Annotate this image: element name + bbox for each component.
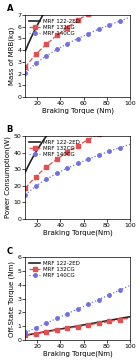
MRF 140CG [81,160,83,164]
MRF 140CG [110,292,112,296]
Text: C: C [7,247,13,256]
MRF 140CG [25,71,26,75]
Line: MRF 132CG: MRF 132CG [24,117,132,190]
MRF 132CG [25,186,26,191]
Y-axis label: Power Consumption(W): Power Consumption(W) [4,136,11,218]
MRF 140CG [74,162,76,167]
MRF 122-2ED [74,324,76,329]
MRF 132CG [129,316,131,320]
MRF 140CG [25,330,26,335]
MRF 140CG [75,38,77,42]
MRF 132CG [74,145,76,149]
Text: B: B [7,125,13,134]
MRF 122-2ED [25,170,26,174]
MRF 132CG [110,126,112,130]
MRF 140CG [74,38,76,42]
MRF 132CG [87,323,88,327]
MRF 140CG [75,162,77,166]
MRF 132CG [127,118,128,122]
MRF 132CG [110,0,112,3]
MRF 140CG [75,308,77,312]
MRF 132CG [87,138,88,142]
Legend: MRF 122-2ED, MRF 132CG, MRF 140CG: MRF 122-2ED, MRF 132CG, MRF 140CG [28,260,81,279]
MRF 132CG [87,12,88,16]
MRF 140CG [129,15,131,19]
Text: A: A [7,4,13,13]
Line: MRF 132CG: MRF 132CG [24,0,132,69]
Line: MRF 122-2ED: MRF 122-2ED [25,0,130,51]
MRF 132CG [81,16,83,20]
MRF 132CG [81,141,83,145]
Line: MRF 122-2ED: MRF 122-2ED [25,52,130,172]
MRF 140CG [129,283,131,288]
Line: MRF 140CG: MRF 140CG [24,143,132,197]
MRF 132CG [110,319,112,323]
Legend: MRF 122-2ED, MRF 132CG, MRF 140CG: MRF 122-2ED, MRF 132CG, MRF 140CG [28,18,81,37]
MRF 122-2ED [81,92,83,97]
Y-axis label: Mass of MRB(kg): Mass of MRB(kg) [8,27,15,85]
MRF 140CG [87,32,88,36]
MRF 122-2ED [75,99,77,103]
MRF 140CG [81,305,83,309]
MRF 132CG [74,20,76,24]
MRF 122-2ED [87,322,88,326]
MRF 140CG [129,142,131,147]
X-axis label: Braking Torque(Nm): Braking Torque(Nm) [43,350,113,357]
MRF 122-2ED [127,315,128,319]
MRF 122-2ED [129,314,131,319]
Line: MRF 132CG: MRF 132CG [24,316,132,337]
MRF 140CG [127,143,128,147]
MRF 122-2ED [74,100,76,104]
X-axis label: Braking Torque (Nm): Braking Torque (Nm) [42,108,114,114]
MRF 132CG [25,333,26,338]
MRF 140CG [110,22,112,26]
MRF 132CG [74,325,76,329]
MRF 132CG [75,145,77,149]
MRF 132CG [129,117,131,121]
MRF 140CG [127,284,128,289]
MRF 140CG [81,34,83,39]
MRF 140CG [110,148,112,153]
MRF 140CG [25,193,26,197]
MRF 132CG [25,65,26,69]
Line: MRF 140CG: MRF 140CG [24,284,132,334]
MRF 132CG [127,316,128,321]
Line: MRF 122-2ED: MRF 122-2ED [25,317,130,335]
MRF 122-2ED [25,48,26,53]
MRF 140CG [87,303,88,307]
Line: MRF 140CG: MRF 140CG [24,16,132,75]
MRF 122-2ED [129,50,131,55]
MRF 132CG [75,325,77,329]
MRF 122-2ED [110,318,112,322]
MRF 122-2ED [87,87,88,91]
MRF 140CG [74,308,76,312]
X-axis label: Braking Torque(Nm): Braking Torque(Nm) [43,229,113,236]
MRF 122-2ED [81,323,83,327]
MRF 122-2ED [25,333,26,338]
MRF 122-2ED [75,324,77,329]
MRF 140CG [87,157,88,161]
Y-axis label: Off-State Torque (Nm): Off-State Torque (Nm) [8,261,15,336]
MRF 132CG [81,324,83,328]
MRF 122-2ED [110,66,112,70]
Legend: MRF 122-2ED, MRF 132CG, MRF 140CG: MRF 122-2ED, MRF 132CG, MRF 140CG [28,139,81,158]
MRF 132CG [75,19,77,24]
MRF 140CG [127,16,128,20]
MRF 122-2ED [127,52,128,57]
